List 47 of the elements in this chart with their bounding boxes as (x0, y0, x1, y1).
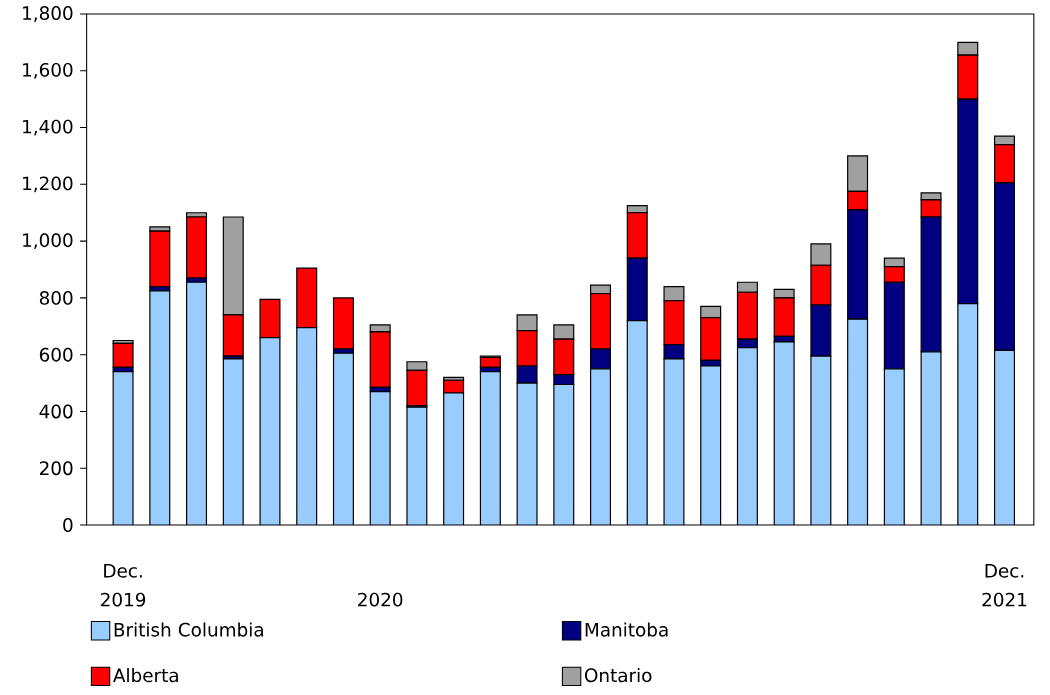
bar (553, 384, 574, 525)
legend-label: Ontario (584, 667, 652, 683)
bar (186, 282, 207, 525)
bar (113, 371, 133, 525)
bar (664, 358, 684, 525)
bar (112, 342, 134, 368)
y-tick-label: 1,200 (23, 176, 73, 193)
bar (993, 349, 1016, 525)
bar (332, 297, 354, 350)
x-tick-label: Dec. 2021 (982, 563, 1027, 607)
bar (590, 368, 611, 525)
bar (921, 351, 941, 525)
bar (149, 230, 171, 287)
y-tick-label: 600 (39, 347, 73, 362)
bar (737, 347, 758, 525)
bar (333, 353, 354, 525)
bar (847, 319, 868, 525)
bar (223, 358, 244, 525)
y-tick-label: 1,000 (23, 233, 73, 249)
bar (370, 391, 391, 525)
bar (443, 392, 464, 525)
bar (149, 290, 170, 525)
y-tick-label: 200 (39, 461, 73, 476)
y-tick-label: 1,600 (23, 62, 73, 79)
x-tick-label: Dec. 2019 (101, 563, 146, 607)
bar (957, 303, 978, 525)
bar (479, 356, 501, 368)
y-tick-label: 1,800 (23, 5, 73, 22)
bar (296, 327, 317, 525)
bar (517, 382, 537, 525)
bar (186, 216, 208, 279)
bar (884, 368, 905, 525)
legend-label: Alberta (113, 667, 178, 683)
bar (259, 298, 281, 339)
y-tick-label: 1,400 (23, 119, 73, 136)
bar (700, 365, 721, 525)
y-tick-label: 400 (39, 404, 73, 419)
y-tick-label: 0 (63, 517, 73, 532)
bar (260, 337, 280, 525)
bar (810, 355, 831, 525)
y-tick-label: 800 (39, 290, 73, 305)
legend-label: Manitoba (585, 622, 668, 637)
legend-label: British Columbia (114, 622, 263, 637)
x-tick-label: 2020 (358, 592, 403, 607)
bar (480, 371, 501, 525)
bar (774, 341, 795, 525)
bar (627, 320, 648, 525)
